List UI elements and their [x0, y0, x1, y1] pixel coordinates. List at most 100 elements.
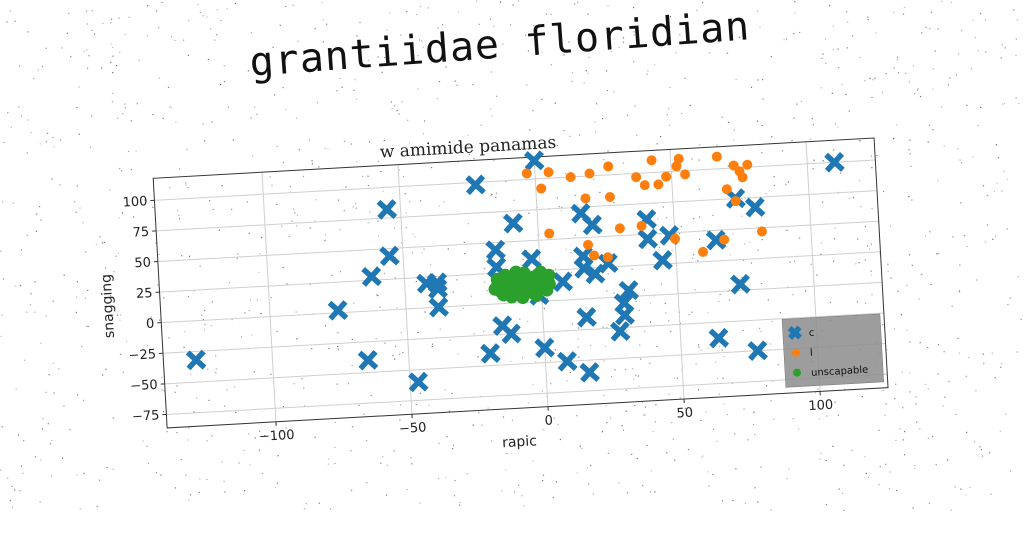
data-point	[583, 240, 594, 251]
speckle-dot	[960, 489, 961, 490]
speckle-dot	[0, 470, 1, 471]
data-point	[578, 309, 595, 326]
speckle-dot	[15, 21, 16, 22]
data-point	[712, 151, 723, 162]
speckle-dot	[913, 508, 914, 509]
data-point	[605, 192, 616, 203]
data-point	[360, 352, 377, 369]
speckle-dot	[826, 504, 827, 505]
speckle-dot	[7, 478, 8, 479]
data-point	[615, 223, 626, 234]
speckle-dot	[227, 8, 228, 9]
data-point	[742, 159, 753, 170]
legend-label: c	[809, 328, 815, 339]
x-tick-label: 50	[676, 406, 693, 422]
speckle-dot	[757, 501, 758, 502]
data-point	[698, 247, 709, 258]
x-axis-title: rapic	[502, 433, 538, 451]
y-tick-label: −25	[128, 347, 156, 364]
data-point	[612, 323, 629, 340]
speckle-dot	[1015, 55, 1016, 56]
data-point	[482, 345, 499, 362]
y-tick-label: 75	[132, 225, 149, 241]
series-l	[521, 149, 768, 267]
data-point	[581, 364, 598, 381]
speckle-dot	[2, 426, 3, 427]
x-tick-label: −50	[399, 420, 427, 437]
data-point	[747, 199, 764, 216]
speckle-dot	[197, 4, 198, 5]
y-tick-label: 0	[146, 317, 155, 332]
data-point	[639, 231, 656, 248]
speckle-dot	[111, 19, 112, 20]
data-point	[646, 155, 657, 166]
speckle-dot	[68, 13, 69, 14]
speckle-dot	[1016, 38, 1017, 39]
data-point	[580, 193, 591, 204]
data-point	[330, 302, 347, 319]
data-point	[521, 168, 532, 179]
data-point	[661, 171, 672, 182]
speckle-dot	[217, 9, 218, 10]
legend-label: l	[810, 348, 813, 359]
x-gridline	[262, 172, 276, 422]
speckle-dot	[86, 11, 87, 12]
data-point	[363, 268, 380, 285]
speckle-dot	[92, 10, 93, 11]
x-tick-label: 100	[808, 398, 834, 414]
data-point	[467, 176, 484, 193]
data-point	[639, 180, 650, 191]
speckle-dot	[118, 18, 119, 19]
speckle-dot	[129, 17, 130, 18]
speckle-dot	[235, 3, 236, 4]
data-point	[505, 215, 522, 232]
speckle-dot	[10, 10, 11, 11]
y-ticks: −75 −50 −25 0 25 50 75 100	[120, 194, 167, 425]
data-point	[654, 252, 671, 269]
series-layer	[178, 136, 854, 403]
speckle-dot	[6, 21, 7, 22]
speckle-dot	[156, 10, 157, 11]
x-tick-label: 0	[544, 413, 553, 428]
y-tick-label: 100	[122, 194, 148, 210]
x-tick-label: −100	[259, 428, 296, 445]
speckle-dot	[161, 2, 162, 3]
data-point	[554, 273, 571, 290]
data-point	[410, 374, 427, 391]
speckle-dot	[745, 503, 746, 504]
speckle-dot	[843, 510, 844, 511]
data-point	[603, 161, 614, 172]
y-tick-label: −50	[130, 378, 158, 395]
speckle-dot	[1018, 103, 1019, 104]
data-point	[584, 168, 595, 179]
data-point	[584, 217, 601, 234]
x-gridline	[670, 149, 684, 399]
speckle-dot	[951, 510, 952, 511]
speckle-dot	[147, 5, 148, 6]
speckle-dot	[321, 2, 322, 3]
speckle-dot	[1016, 98, 1017, 99]
data-point	[487, 242, 504, 259]
y-tick-label: 25	[136, 286, 153, 302]
speckle-dot	[1017, 19, 1018, 20]
y-axis-title: snagging	[98, 274, 118, 339]
speckle-dot	[285, 6, 286, 7]
speckle-dot	[965, 494, 966, 495]
legend-marker	[790, 327, 801, 338]
speckle-dot	[292, 5, 293, 6]
data-point	[565, 172, 576, 183]
speckle-dot	[990, 494, 991, 495]
y-tick-label: −75	[132, 408, 160, 425]
speckle-dot	[1013, 10, 1014, 11]
y-tick-label: 50	[134, 255, 151, 271]
data-point	[378, 201, 395, 218]
data-point	[381, 247, 398, 264]
speckle-dot	[771, 509, 772, 510]
data-point	[523, 251, 540, 268]
data-point	[543, 167, 554, 178]
data-point	[536, 183, 547, 194]
speckle-dot	[200, 12, 201, 13]
